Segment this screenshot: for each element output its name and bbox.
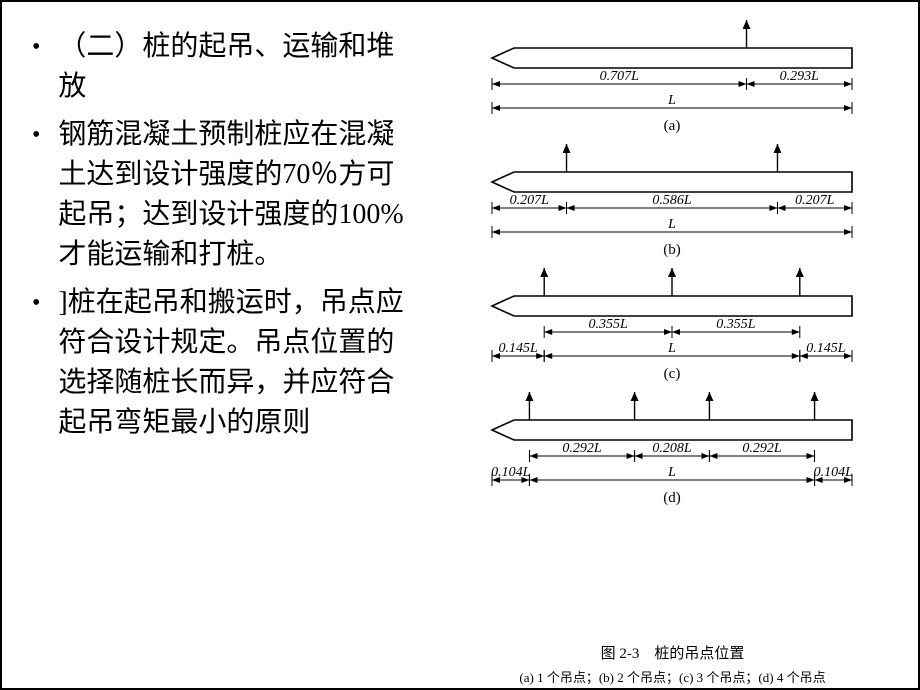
svg-text:0.355L: 0.355L bbox=[716, 317, 756, 332]
svg-text:(c): (c) bbox=[664, 366, 681, 382]
svg-text:0.586L: 0.586L bbox=[652, 193, 692, 208]
svg-text:(a): (a) bbox=[664, 118, 681, 134]
svg-text:0.207L: 0.207L bbox=[510, 193, 550, 208]
svg-text:0.145L: 0.145L bbox=[806, 341, 846, 356]
svg-text:0.145L: 0.145L bbox=[498, 341, 537, 356]
svg-text:0.292L: 0.292L bbox=[742, 441, 782, 456]
svg-text:0.707L: 0.707L bbox=[600, 69, 640, 84]
bullet-text: ]桩在起吊和搬运时，吊点应符合设计规定。吊点位置的选择随桩长而异，并应符合起吊弯… bbox=[58, 283, 422, 443]
text-panel: • （二）桩的起吊、运输和堆放 • 钢筋混凝土预制桩应在混凝土达到设计强度的70… bbox=[2, 2, 432, 688]
svg-text:(d): (d) bbox=[663, 490, 681, 506]
bullet-item: • ]桩在起吊和搬运时，吊点应符合设计规定。吊点位置的选择随桩长而异，并应符合起… bbox=[32, 283, 422, 443]
svg-text:0.355L: 0.355L bbox=[588, 317, 628, 332]
bullet-marker: • bbox=[32, 115, 40, 275]
figure-title: 图 2-3 桩的吊点位置 bbox=[437, 642, 908, 663]
bullet-text: （二）桩的起吊、运输和堆放 bbox=[58, 27, 422, 107]
svg-text:0.293L: 0.293L bbox=[780, 69, 820, 84]
svg-text:L: L bbox=[667, 93, 676, 108]
bullet-marker: • bbox=[32, 27, 40, 107]
slide: • （二）桩的起吊、运输和堆放 • 钢筋混凝土预制桩应在混凝土达到设计强度的70… bbox=[2, 2, 918, 688]
svg-text:(b): (b) bbox=[663, 242, 681, 258]
bullet-text: 钢筋混凝土预制桩应在混凝土达到设计强度的70％方可起吊；达到设计强度的100%才… bbox=[58, 115, 422, 275]
svg-text:L: L bbox=[667, 217, 676, 232]
svg-text:0.292L: 0.292L bbox=[562, 441, 602, 456]
bullet-item: • 钢筋混凝土预制桩应在混凝土达到设计强度的70％方可起吊；达到设计强度的100… bbox=[32, 115, 422, 275]
svg-text:0.207L: 0.207L bbox=[795, 193, 835, 208]
svg-text:L: L bbox=[667, 465, 676, 480]
svg-text:L: L bbox=[667, 341, 676, 356]
svg-text:0.104L: 0.104L bbox=[491, 465, 530, 480]
figure-panel: 0.707L 0.293L L (a) 0.207L 0.586L 0.207L L (b) 0.… bbox=[432, 2, 918, 688]
svg-text:0.208L: 0.208L bbox=[652, 441, 692, 456]
bullet-item: • （二）桩的起吊、运输和堆放 bbox=[32, 27, 422, 107]
pile-diagram-figure: 0.707L 0.293L L (a) 0.207L 0.586L 0.207L L (b) 0.… bbox=[437, 20, 907, 640]
figure-caption: (a) 1 个吊点；(b) 2 个吊点；(c) 3 个吊点；(d) 4 个吊点 bbox=[437, 667, 908, 686]
svg-text:0.104L: 0.104L bbox=[814, 465, 854, 480]
bullet-marker: • bbox=[32, 283, 40, 443]
